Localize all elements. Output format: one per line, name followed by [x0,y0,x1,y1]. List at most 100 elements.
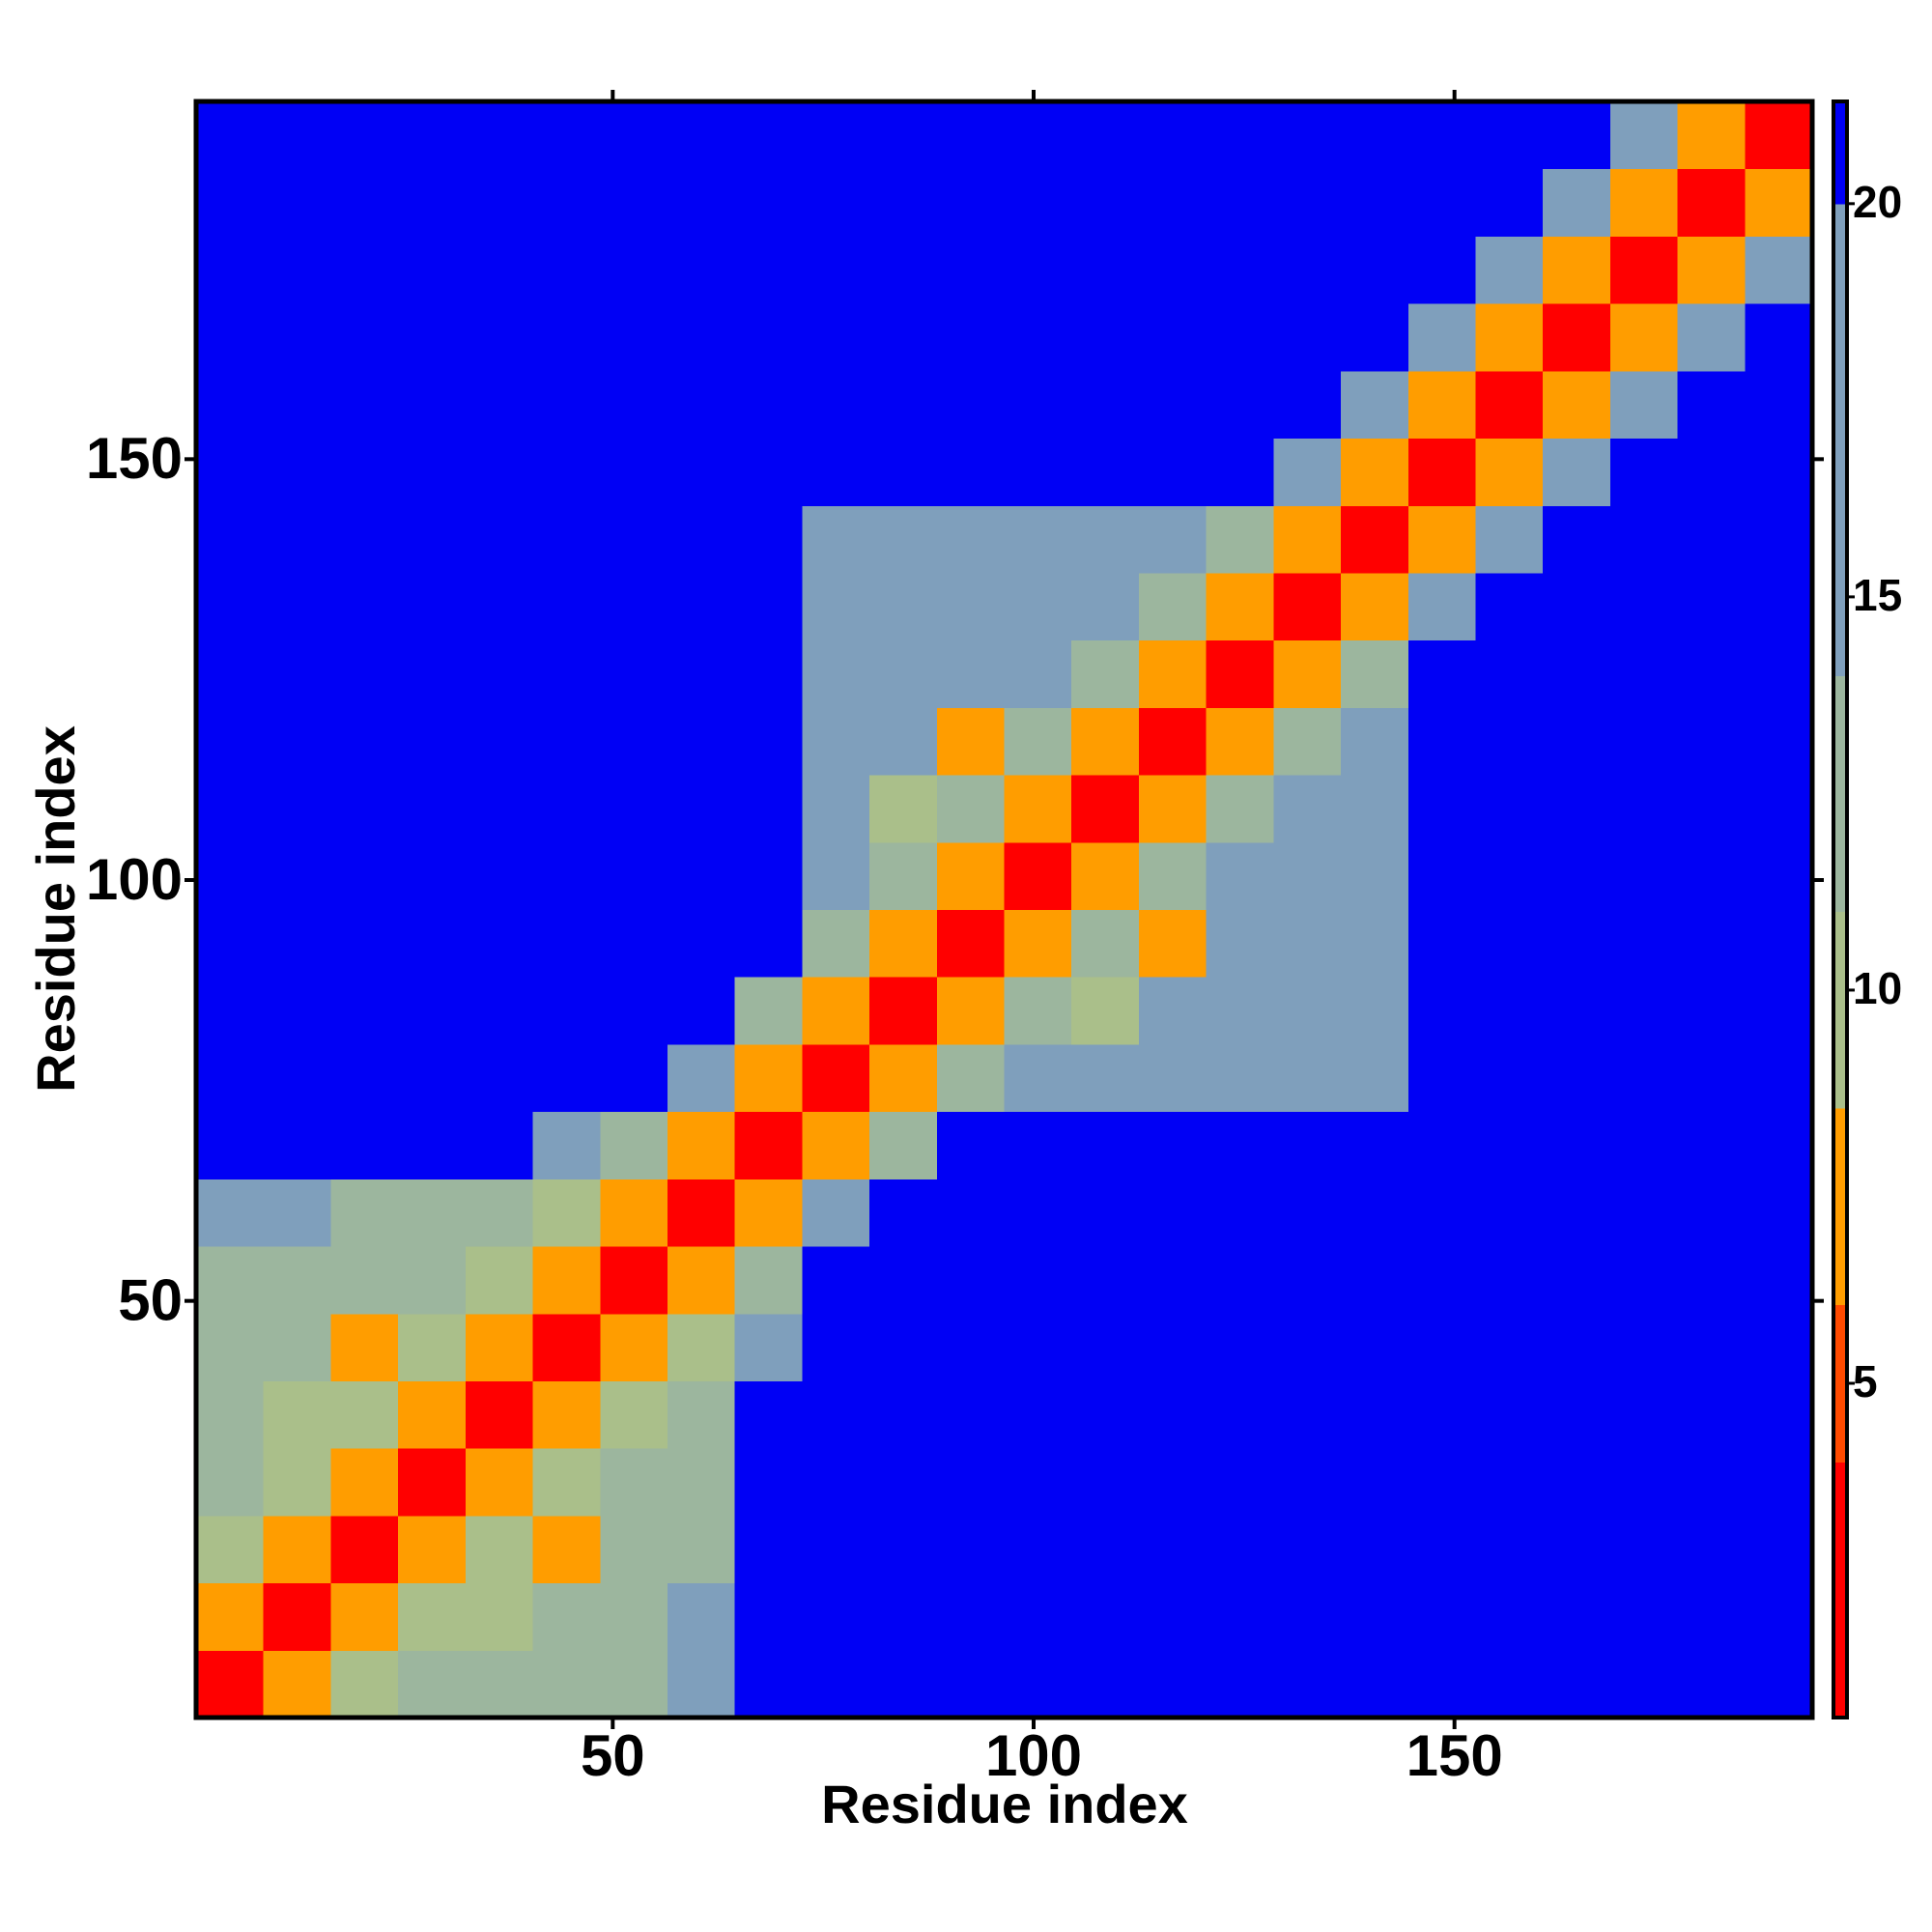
heatmap-cell [1273,775,1342,843]
heatmap-cell [1407,1246,1476,1315]
heatmap-cell [802,775,870,843]
heatmap-cell [330,572,399,641]
heatmap-cell [1609,168,1679,237]
heatmap-cell [1004,1448,1072,1517]
heatmap-cell [1745,639,1813,708]
heatmap-cell [1745,370,1813,440]
x-tick-label: 150 [1406,1723,1503,1788]
heatmap-cell [734,370,803,440]
x-tick-label: 100 [985,1723,1082,1788]
heatmap-cell [802,1380,870,1449]
heatmap-cell [1677,1043,1746,1113]
heatmap-cell [330,775,399,843]
heatmap-cell [263,707,331,776]
heatmap-cell [330,303,399,372]
heatmap-cell [196,572,265,641]
heatmap-cell [1341,505,1409,574]
heatmap-cell [734,101,803,170]
heatmap-cell [1677,370,1746,440]
heatmap-cell [1341,707,1409,776]
heatmap-cell [1407,1582,1476,1651]
heatmap-cell [869,1043,938,1113]
heatmap-cell [802,639,870,708]
heatmap-cell [1543,1246,1611,1315]
heatmap-cell [263,1380,331,1449]
heatmap-cell [936,1111,1005,1179]
heatmap-cell [734,1380,803,1449]
heatmap-cell [1206,505,1274,574]
heatmap-cell [1206,370,1274,440]
heatmap-cell [1341,370,1409,440]
heatmap-cell [1004,1111,1072,1179]
heatmap-cell [802,977,870,1045]
heatmap-cell [1138,1582,1208,1651]
heatmap-cell [1341,101,1409,170]
y-axis-title: Residue index [25,725,86,1093]
heatmap-cell [1745,1515,1813,1584]
heatmap-cell [1341,1179,1409,1247]
heatmap-cell [1004,1246,1072,1315]
heatmap-cell [1543,1111,1611,1179]
heatmap-cell [802,572,870,641]
heatmap-cell [330,1380,399,1449]
heatmap-cell [532,1246,601,1315]
heatmap-cell [1407,1313,1476,1381]
colorbar-segment [1833,203,1847,676]
heatmap-cell [532,1582,601,1651]
heatmap-cell [1475,1380,1544,1449]
heatmap-cell [1138,1650,1208,1719]
heatmap-cell [734,1650,803,1719]
heatmap-cell [1341,775,1409,843]
heatmap-cell [1609,1111,1679,1179]
heatmap-cell [1138,303,1208,372]
heatmap-cell [1475,1043,1544,1113]
heatmap-cell [1543,977,1611,1045]
heatmap-cell [1543,572,1611,641]
heatmap-cell [936,841,1005,910]
heatmap-cell [734,572,803,641]
colorbar-segment [1833,675,1847,913]
heatmap-cell [1004,1043,1072,1113]
heatmap-cell [869,101,938,170]
heatmap-cell [869,1448,938,1517]
heatmap-cell [1071,1111,1140,1179]
heatmap-cell [802,303,870,372]
heatmap-cell [1273,168,1342,237]
heatmap-cell [263,1582,331,1651]
heatmap-cell [1609,1650,1679,1719]
heatmap-cell [196,505,265,574]
heatmap-cell [1138,977,1208,1045]
heatmap-cell [330,1448,399,1517]
heatmap-cell [465,101,534,170]
heatmap-cell [1273,977,1342,1045]
heatmap-cell [936,1246,1005,1315]
heatmap-cell [465,236,534,304]
heatmap-cell [330,1111,399,1179]
heatmap-cell [936,1179,1005,1247]
heatmap-cell [1407,438,1476,506]
heatmap-cell [667,505,736,574]
colorbar-tick-label: 20 [1853,177,1902,227]
heatmap-cell [1475,909,1544,978]
heatmap-cell [1407,1179,1476,1247]
heatmap-cell [1609,101,1679,170]
heatmap-cell [1609,1246,1679,1315]
heatmap-cell [936,1380,1005,1449]
heatmap-cell [196,1179,265,1247]
heatmap-cell [869,1582,938,1651]
heatmap-cell [196,1448,265,1517]
heatmap-cell [1543,775,1611,843]
heatmap-cell [1677,977,1746,1045]
heatmap-cell [1475,1246,1544,1315]
heatmap-cell [667,1179,736,1247]
heatmap-cell [465,1448,534,1517]
heatmap-cell [263,1448,331,1517]
heatmap-cell [1543,707,1611,776]
heatmap-cell [1071,1246,1140,1315]
heatmap-cell [1475,775,1544,843]
heatmap-cell [1138,1515,1208,1584]
heatmap-cell [1407,775,1476,843]
heatmap-cell [667,1582,736,1651]
heatmap-cell [1071,1313,1140,1381]
heatmap-cell [263,303,331,372]
